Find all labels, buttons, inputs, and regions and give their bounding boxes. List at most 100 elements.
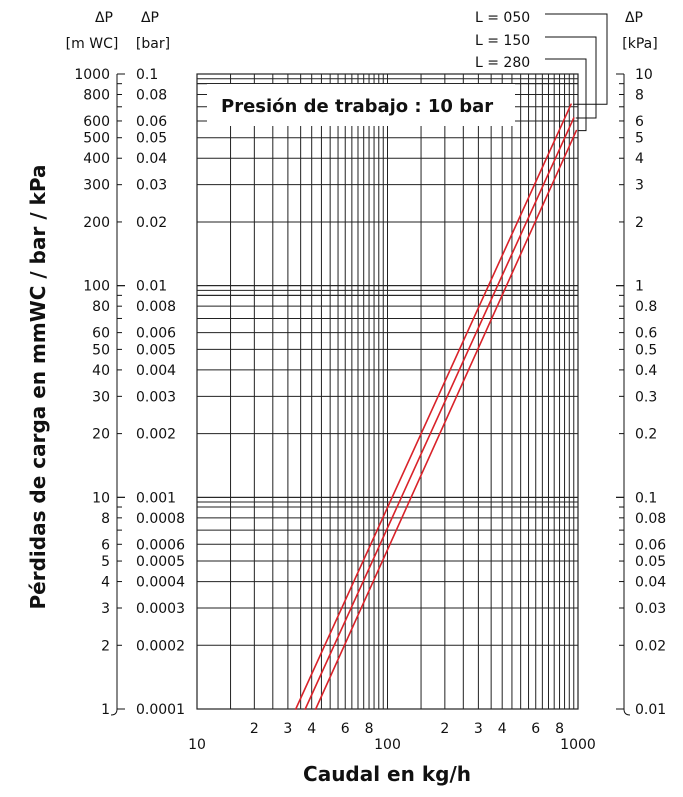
y-tick-label-mwc: 3 xyxy=(101,601,110,617)
series-line-3 xyxy=(314,129,578,710)
y-tick-label-kpa: 0.1 xyxy=(635,490,657,506)
y-tick-label-mwc: 800 xyxy=(83,88,110,104)
tick-labels: 1000 0.1 10 800 0.08 8 600 0.06 6 500 0.05 5 400 0.04… xyxy=(74,67,666,753)
legend-label-150: L = 150 xyxy=(475,33,530,49)
y-tick-label-bar: 0.0001 xyxy=(136,702,185,718)
y-tick-label-kpa: 1 xyxy=(635,279,644,295)
y-tick-label-bar: 0.03 xyxy=(136,178,167,194)
series-line-2 xyxy=(304,117,575,710)
legend-leader-3 xyxy=(545,58,587,132)
y-tick-label-mwc: 200 xyxy=(83,215,110,231)
x-tick-label: 8 xyxy=(365,721,374,737)
right-unit: [kPa] xyxy=(622,36,657,52)
left-outer-unit: [m WC] xyxy=(66,36,119,52)
y-tick-label-bar: 0.06 xyxy=(136,114,167,130)
y-tick-label-kpa: 0.06 xyxy=(635,537,666,553)
y-tick-label-bar: 0.1 xyxy=(136,67,158,83)
y-tick-label-bar: 0.0008 xyxy=(136,511,185,527)
y-tick-label-kpa: 0.02 xyxy=(635,638,666,654)
y-tick-label-kpa: 0.03 xyxy=(635,601,666,617)
x-tick-label: 1000 xyxy=(560,737,596,753)
y-tick-label-bar: 0.004 xyxy=(136,363,176,379)
y-tick-label-mwc: 100 xyxy=(83,279,110,295)
y-tick-label-mwc: 50 xyxy=(92,342,110,358)
x-axis-title: Caudal en kg/h xyxy=(303,762,471,786)
y-tick-label-bar: 0.006 xyxy=(136,326,176,342)
tick-marks xyxy=(110,73,631,716)
y-tick-label-mwc: 10 xyxy=(92,490,110,506)
grid xyxy=(196,73,579,710)
y-tick-label-kpa: 8 xyxy=(635,88,644,104)
y-tick-label-mwc: 80 xyxy=(92,299,110,315)
y-tick-label-mwc: 1 xyxy=(101,702,110,718)
y-tick-label-kpa: 3 xyxy=(635,178,644,194)
y-tick-label-kpa: 0.04 xyxy=(635,575,666,591)
y-tick-label-mwc: 60 xyxy=(92,326,110,342)
y-tick-label-kpa: 0.4 xyxy=(635,363,657,379)
x-tick-label: 10 xyxy=(188,737,206,753)
y-tick-label-kpa: 0.8 xyxy=(635,299,657,315)
y-axis-title: Pérdidas de carga en mmWC / bar / kPa xyxy=(26,164,50,609)
y-tick-label-mwc: 600 xyxy=(83,114,110,130)
x-tick-label: 2 xyxy=(250,721,259,737)
y-tick-label-kpa: 6 xyxy=(635,114,644,130)
y-tick-label-bar: 0.08 xyxy=(136,88,167,104)
y-tick-label-mwc: 1000 xyxy=(74,67,110,83)
y-tick-label-kpa: 5 xyxy=(635,131,644,147)
y-tick-label-bar: 0.04 xyxy=(136,151,167,167)
legend-label-050: L = 050 xyxy=(475,10,530,26)
y-tick-label-mwc: 20 xyxy=(92,427,110,443)
y-tick-label-kpa: 0.08 xyxy=(635,511,666,527)
y-tick-label-bar: 0.008 xyxy=(136,299,176,315)
y-tick-label-bar: 0.003 xyxy=(136,389,176,405)
y-tick-label-bar: 0.0005 xyxy=(136,554,185,570)
x-tick-label: 2 xyxy=(440,721,449,737)
left-axis-hook xyxy=(110,708,118,716)
y-tick-label-kpa: 0.3 xyxy=(635,389,657,405)
y-tick-label-bar: 0.05 xyxy=(136,131,167,147)
y-tick-label-bar: 0.0004 xyxy=(136,575,185,591)
y-tick-label-kpa: 2 xyxy=(635,215,644,231)
y-tick-label-mwc: 300 xyxy=(83,178,110,194)
series-line-1 xyxy=(294,103,572,710)
y-tick-label-mwc: 500 xyxy=(83,131,110,147)
x-tick-label: 4 xyxy=(307,721,316,737)
y-tick-label-kpa: 0.05 xyxy=(635,554,666,570)
y-tick-label-kpa: 10 xyxy=(635,67,653,83)
y-tick-label-mwc: 40 xyxy=(92,363,110,379)
legend-label-280: L = 280 xyxy=(475,55,530,71)
left-outer-symbol: ΔP xyxy=(95,10,113,26)
legend-leader-1 xyxy=(545,13,608,105)
y-tick-label-mwc: 30 xyxy=(92,389,110,405)
right-axis-hook xyxy=(623,708,631,716)
y-tick-label-bar: 0.001 xyxy=(136,490,176,506)
y-tick-label-mwc: 6 xyxy=(101,537,110,553)
x-tick-label: 3 xyxy=(283,721,292,737)
x-tick-label: 6 xyxy=(531,721,540,737)
y-tick-label-kpa: 4 xyxy=(635,151,644,167)
y-tick-label-bar: 0.0003 xyxy=(136,601,185,617)
y-tick-label-mwc: 400 xyxy=(83,151,110,167)
chart-title: Presión de trabajo : 10 bar xyxy=(221,96,493,117)
x-tick-label: 3 xyxy=(474,721,483,737)
left-inner-symbol: ΔP xyxy=(141,10,159,26)
plot-frame xyxy=(196,73,579,710)
y-tick-label-mwc: 5 xyxy=(101,554,110,570)
title-box xyxy=(207,84,515,126)
x-tick-label: 8 xyxy=(555,721,564,737)
y-tick-label-bar: 0.01 xyxy=(136,279,167,295)
y-tick-label-kpa: 0.5 xyxy=(635,342,657,358)
x-tick-label: 6 xyxy=(341,721,350,737)
y-tick-label-kpa: 0.01 xyxy=(635,702,666,718)
y-tick-label-bar: 0.0006 xyxy=(136,537,185,553)
series-lines xyxy=(294,103,578,710)
x-tick-label: 100 xyxy=(374,737,401,753)
y-tick-label-mwc: 8 xyxy=(101,511,110,527)
left-inner-unit: [bar] xyxy=(136,36,170,52)
legend-leaders xyxy=(545,13,608,132)
y-tick-label-bar: 0.0002 xyxy=(136,638,185,654)
y-tick-label-bar: 0.005 xyxy=(136,342,176,358)
y-tick-label-mwc: 2 xyxy=(101,638,110,654)
y-tick-label-mwc: 4 xyxy=(101,575,110,591)
